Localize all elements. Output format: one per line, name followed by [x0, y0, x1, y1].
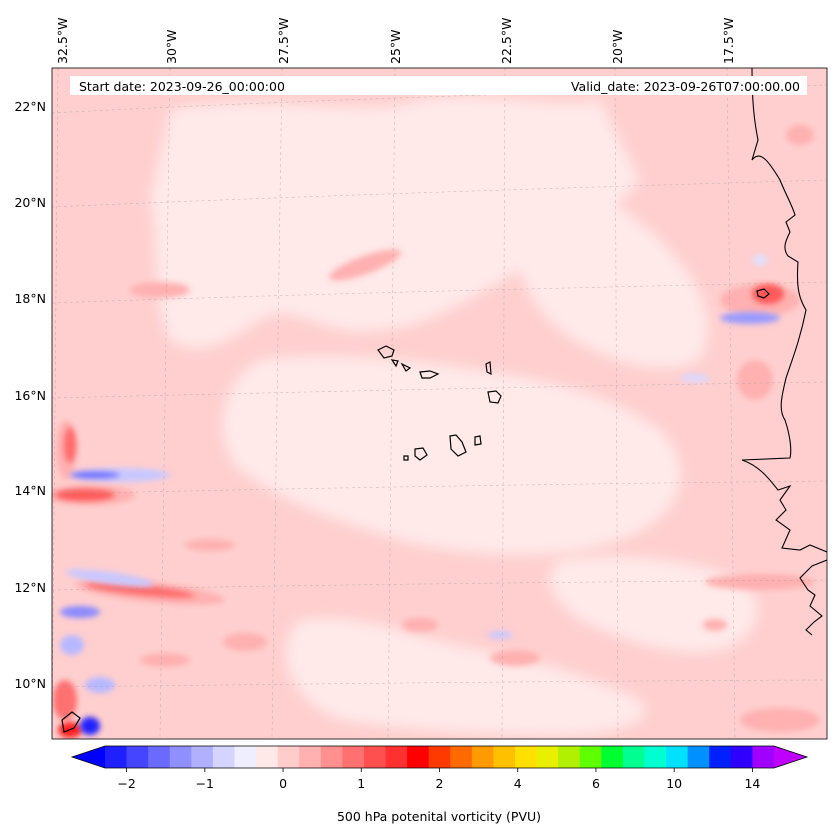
map-area: Start date: 2023-09-26_00:00:00 Valid_da… [52, 68, 827, 739]
colorbar-segment [256, 746, 279, 768]
colorbar-segment [148, 746, 171, 768]
lat-label: 20°N [14, 195, 46, 210]
colorbar-segments [105, 746, 775, 768]
lon-label: 20°W [610, 29, 625, 64]
colorbar-segment [320, 746, 343, 768]
colorbar-segment [126, 746, 149, 768]
lat-label: 22°N [14, 99, 46, 114]
colorbar-segment [730, 746, 754, 768]
longitude-labels: 32.5°W 30°W 27.5°W 25°W 22.5°W 20°W 17.5… [55, 18, 736, 64]
colorbar-tick-label: −1 [196, 776, 214, 791]
colorbar-tick-label: 6 [592, 776, 600, 791]
colorbar-segment [299, 746, 322, 768]
colorbar-segment [515, 746, 538, 768]
lon-label: 22.5°W [499, 18, 514, 64]
colorbar-segment [493, 746, 516, 768]
map-frame [51, 67, 828, 740]
lon-label: 27.5°W [276, 18, 291, 64]
colorbar-segment [407, 746, 430, 768]
start-date-box [70, 76, 306, 95]
lon-label: 25°W [388, 29, 403, 64]
lon-label: 17.5°W [721, 18, 736, 64]
colorbar-label: 500 hPa potenital vorticity (PVU) [337, 809, 541, 824]
colorbar: −2 −1 0 1 2 4 6 10 14 500 hPa potenital vorticit… [70, 745, 809, 824]
lat-label: 16°N [14, 388, 46, 403]
colorbar-segment [428, 746, 451, 768]
colorbar-segment [666, 746, 689, 768]
colorbar-tick-label: 2 [436, 776, 444, 791]
colorbar-segment [212, 746, 236, 768]
colorbar-segment [450, 746, 473, 768]
colorbar-tick-label: 14 [744, 776, 760, 791]
start-date-label: Start date: 2023-09-26_00:00:00 [79, 79, 285, 94]
latitude-labels: 22°N 20°N 18°N 16°N 14°N 12°N 10°N [14, 99, 46, 691]
colorbar-tick-label: 1 [357, 776, 365, 791]
colorbar-segment [709, 746, 732, 768]
lon-label: 30°W [164, 29, 179, 64]
colorbar-extend-low [72, 746, 105, 768]
lat-label: 12°N [14, 580, 46, 595]
colorbar-segment [169, 746, 192, 768]
lat-label: 10°N [14, 676, 46, 691]
colorbar-segment [385, 746, 408, 768]
colorbar-segment [536, 746, 559, 768]
colorbar-tick-label: 10 [666, 776, 682, 791]
colorbar-segment [622, 746, 646, 768]
lat-label: 14°N [14, 483, 46, 498]
colorbar-tick-label: 4 [514, 776, 522, 791]
colorbar-segment [277, 746, 300, 768]
colorbar-tick-label: −2 [117, 776, 135, 791]
colorbar-segment [234, 746, 257, 768]
colorbar-segment [191, 746, 214, 768]
colorbar-segment [752, 746, 775, 768]
colorbar-segment [579, 746, 602, 768]
colorbar-segment [105, 746, 128, 768]
africa-coastline [741, 68, 827, 553]
valid-date-box [300, 76, 807, 95]
field-peak-regions [53, 284, 784, 738]
field-negative-regions [60, 255, 780, 735]
colorbar-segment [342, 746, 365, 768]
cape-verde-islands [61, 288, 770, 733]
colorbar-extend-high [774, 746, 807, 768]
colorbar-segment [558, 746, 581, 768]
colorbar-outline [70, 745, 809, 769]
valid-date-label: Valid_date: 2023-09-26T07:00:00.00 [571, 79, 800, 94]
colorbar-ticks: −2 −1 0 1 2 4 6 10 14 [117, 768, 760, 791]
lat-label: 18°N [14, 291, 46, 306]
colorbar-segment [471, 746, 495, 768]
colorbar-tick-label: 0 [279, 776, 287, 791]
colorbar-segment [644, 746, 667, 768]
africa-coastline-south [799, 559, 827, 636]
colorbar-segment [363, 746, 387, 768]
colorbar-segment [601, 746, 624, 768]
colorbar-segment [687, 746, 710, 768]
lon-label: 32.5°W [55, 18, 70, 64]
